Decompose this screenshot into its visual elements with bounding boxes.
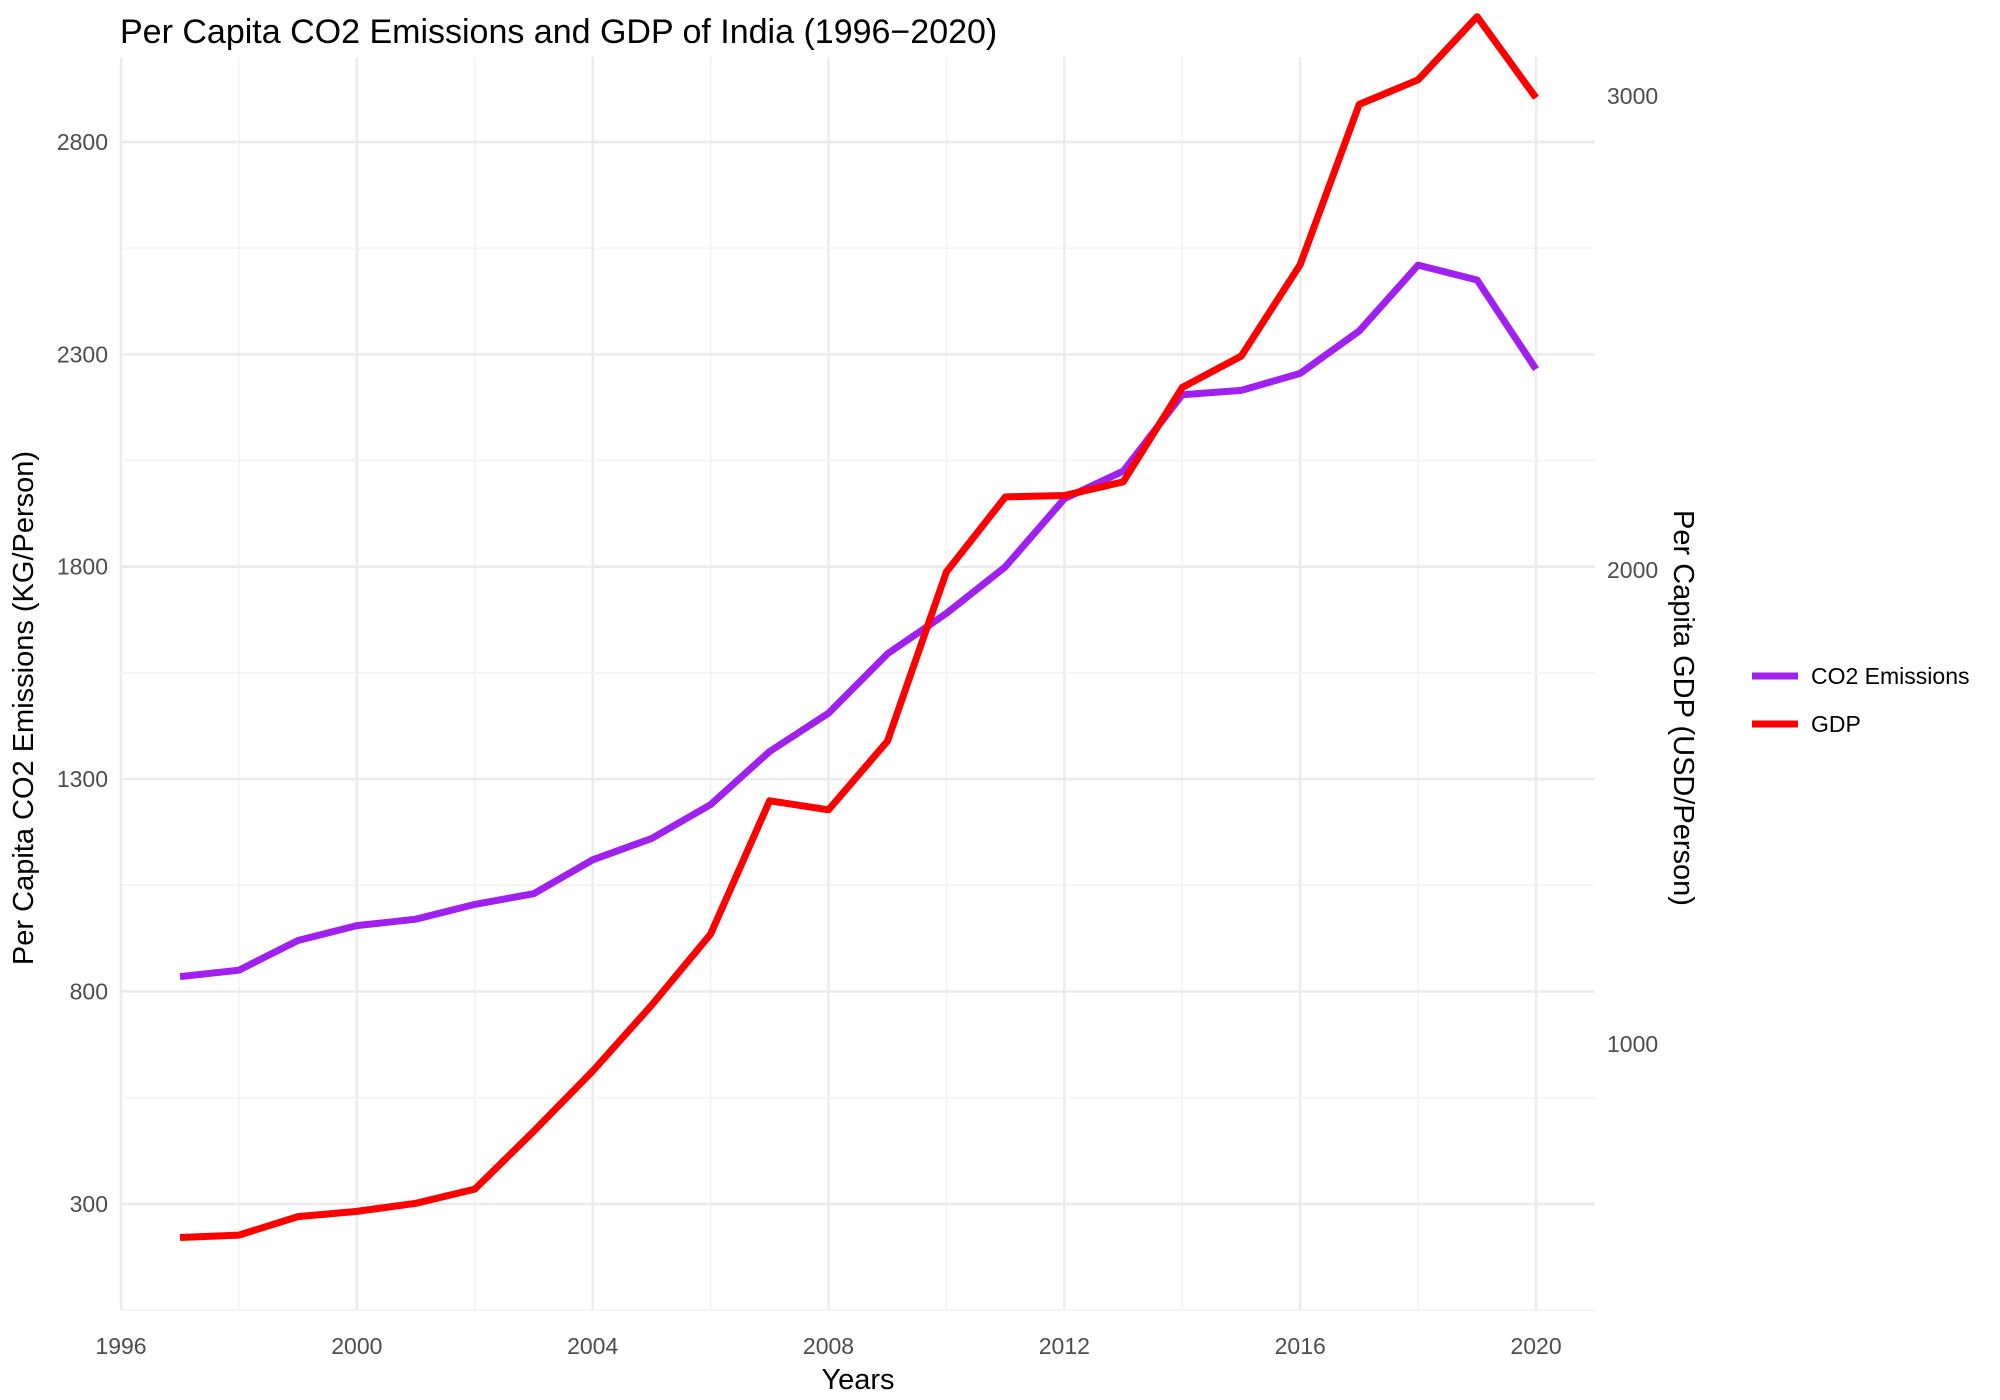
y-tick-label: 2300 bbox=[57, 341, 108, 367]
y2-axis-ticks: 1000 2000 3000 bbox=[1607, 83, 1658, 1057]
x-tick-label: 2020 bbox=[1510, 1333, 1561, 1359]
legend: CO2 Emissions GDP bbox=[1752, 663, 1969, 737]
x-axis-title: Years bbox=[821, 1364, 894, 1396]
x-tick-label: 1996 bbox=[95, 1333, 146, 1359]
y-tick-label: 300 bbox=[70, 1191, 108, 1217]
y2-tick-label: 3000 bbox=[1607, 83, 1658, 109]
series-line-co2-emissions bbox=[179, 261, 1539, 981]
x-tick-label: 2000 bbox=[331, 1333, 382, 1359]
y-tick-label: 2800 bbox=[57, 129, 108, 155]
y2-axis-title: Per Capita GDP (USD/Person) bbox=[1667, 510, 1699, 906]
x-tick-label: 2012 bbox=[1039, 1333, 1090, 1359]
series-line-gdp bbox=[179, 13, 1539, 1241]
series-lines bbox=[179, 13, 1539, 1241]
y2-tick-label: 1000 bbox=[1607, 1031, 1658, 1057]
x-tick-label: 2016 bbox=[1275, 1333, 1326, 1359]
legend-label: CO2 Emissions bbox=[1811, 663, 1969, 689]
x-tick-label: 2004 bbox=[567, 1333, 618, 1359]
x-axis-ticks: 1996 2000 2004 2008 2012 2016 2020 bbox=[95, 1333, 1561, 1359]
y-tick-label: 1300 bbox=[57, 766, 108, 792]
chart-title: Per Capita CO2 Emissions and GDP of Indi… bbox=[120, 13, 997, 51]
y-tick-label: 1800 bbox=[57, 554, 108, 580]
y-axis-title: Per Capita CO2 Emissions (KG/Person) bbox=[8, 451, 40, 965]
x-tick-label: 2008 bbox=[803, 1333, 854, 1359]
y-tick-label: 800 bbox=[70, 978, 108, 1004]
y-axis-ticks: 300 800 1300 1800 2300 2800 bbox=[57, 129, 108, 1217]
y2-tick-label: 2000 bbox=[1607, 557, 1658, 583]
legend-label: GDP bbox=[1811, 711, 1861, 737]
